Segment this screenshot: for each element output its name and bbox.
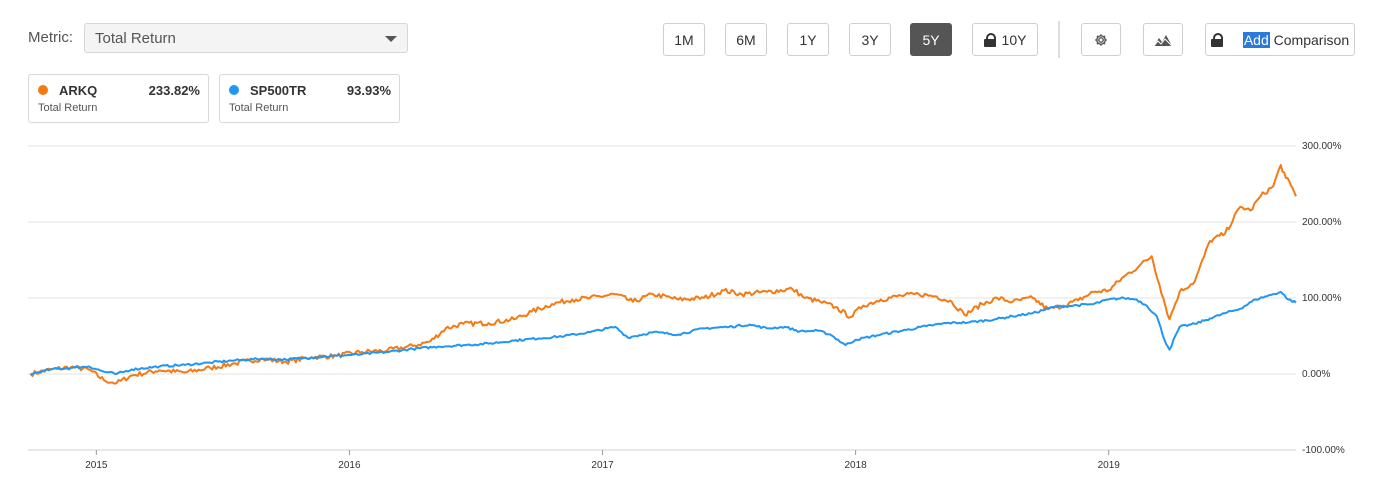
x-tick-label: 2015 xyxy=(85,460,108,471)
settings-button[interactable] xyxy=(1081,23,1121,56)
y-axis-labels: 300.00% 200.00% 100.00% 0.00% -100.00% xyxy=(1302,141,1345,456)
x-tick-label: 2018 xyxy=(844,460,867,471)
metric-label: Metric: xyxy=(28,29,73,46)
y-tick-label: 200.00% xyxy=(1302,217,1342,228)
series-line-sp500tr xyxy=(30,290,1297,376)
range-button-1y[interactable]: 1Y xyxy=(787,23,829,56)
range-button-6m[interactable]: 6M xyxy=(725,23,767,56)
range-label: 1M xyxy=(674,31,694,48)
x-tick-label: 2019 xyxy=(1098,460,1121,471)
y-tick-label: 100.00% xyxy=(1302,293,1342,304)
legend-card-sp500tr[interactable]: SP500TR 93.93% Total Return xyxy=(219,74,400,123)
mountain-chart-icon xyxy=(1153,34,1173,46)
add-text-selected: Add xyxy=(1242,31,1270,48)
chevron-down-icon xyxy=(385,36,397,42)
lock-icon xyxy=(983,32,996,47)
x-axis: 2015 2016 2017 2018 2019 xyxy=(28,449,1296,471)
range-button-3y[interactable]: 3Y xyxy=(849,23,891,56)
legend-metric: Total Return xyxy=(229,102,289,114)
legend-metric: Total Return xyxy=(38,102,98,114)
line-chart[interactable]: 300.00%200.00%100.00%0.00%-100.00% 2015 2… xyxy=(0,130,1379,492)
range-button-1m[interactable]: 1M xyxy=(663,23,705,56)
legend-value: 233.82% xyxy=(148,83,200,98)
legend-value: 93.93% xyxy=(346,83,391,98)
gear-icon xyxy=(1095,33,1107,46)
x-tick-label: 2017 xyxy=(591,460,614,471)
legend-name: SP500TR xyxy=(250,83,307,98)
add-text-rest: Comparison xyxy=(1269,31,1350,48)
range-label: 6M xyxy=(736,31,756,48)
legend-card-arkq[interactable]: ARKQ 233.82% Total Return xyxy=(28,74,209,123)
series-dot-icon xyxy=(38,85,48,95)
range-button-10y[interactable]: 10Y xyxy=(972,23,1038,56)
y-tick-label: 0.00% xyxy=(1302,369,1330,380)
x-tick-label: 2016 xyxy=(338,460,361,471)
add-comparison-button[interactable]: Add Comparison xyxy=(1205,23,1355,56)
y-tick-label: -100.00% xyxy=(1302,445,1345,456)
range-label: 10Y xyxy=(1001,31,1027,48)
chart-type-button[interactable] xyxy=(1143,23,1183,56)
add-comparison-label: Add Comparison xyxy=(1242,31,1350,48)
legend-name: ARKQ xyxy=(59,83,98,98)
range-button-5y[interactable]: 5Y xyxy=(910,23,952,56)
y-tick-label: 300.00% xyxy=(1302,141,1342,152)
lock-icon xyxy=(1210,32,1223,47)
metric-select[interactable]: Total Return xyxy=(84,23,408,53)
series-dot-icon xyxy=(229,85,239,95)
chart-grid xyxy=(28,145,1296,451)
range-label: 1Y xyxy=(799,31,817,48)
series-line-arkq xyxy=(29,164,1297,385)
metric-select-value: Total Return xyxy=(95,30,176,47)
range-label: 5Y xyxy=(922,31,940,48)
chart-series xyxy=(29,164,1297,385)
range-label: 3Y xyxy=(861,31,879,48)
toolbar-divider xyxy=(1058,21,1060,58)
